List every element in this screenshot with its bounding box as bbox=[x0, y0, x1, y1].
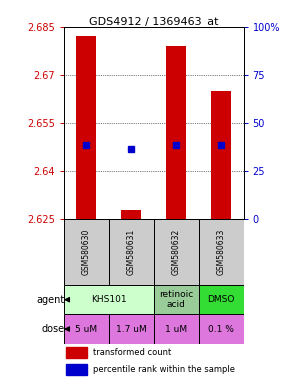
Text: 1 uM: 1 uM bbox=[165, 324, 187, 334]
Bar bbox=[154, 314, 199, 344]
Bar bbox=[166, 46, 186, 219]
Bar bbox=[64, 285, 154, 314]
Text: 0.1 %: 0.1 % bbox=[208, 324, 234, 334]
Text: GSM580630: GSM580630 bbox=[82, 229, 91, 275]
Bar bbox=[66, 364, 87, 375]
Bar bbox=[154, 219, 199, 285]
Text: retinoic
acid: retinoic acid bbox=[159, 290, 193, 310]
Text: 5 uM: 5 uM bbox=[75, 324, 97, 334]
Text: KHS101: KHS101 bbox=[91, 295, 126, 304]
Text: 1.7 uM: 1.7 uM bbox=[116, 324, 147, 334]
Text: DMSO: DMSO bbox=[207, 295, 235, 304]
Text: percentile rank within the sample: percentile rank within the sample bbox=[93, 365, 235, 374]
Bar bbox=[66, 348, 87, 358]
Title: GDS4912 / 1369463_at: GDS4912 / 1369463_at bbox=[89, 16, 218, 27]
Text: GSM580632: GSM580632 bbox=[172, 229, 181, 275]
Text: dose: dose bbox=[41, 324, 65, 334]
Bar bbox=[64, 219, 109, 285]
Bar bbox=[121, 210, 141, 219]
Bar bbox=[211, 91, 231, 219]
Bar bbox=[154, 285, 199, 314]
Bar bbox=[199, 314, 244, 344]
Text: transformed count: transformed count bbox=[93, 348, 171, 357]
Bar bbox=[109, 314, 154, 344]
Bar bbox=[199, 285, 244, 314]
Text: GSM580633: GSM580633 bbox=[217, 229, 226, 275]
Bar bbox=[64, 314, 109, 344]
Text: GSM580631: GSM580631 bbox=[127, 229, 136, 275]
Bar bbox=[109, 219, 154, 285]
Bar bbox=[76, 36, 96, 219]
Bar bbox=[199, 219, 244, 285]
Text: agent: agent bbox=[37, 295, 65, 305]
